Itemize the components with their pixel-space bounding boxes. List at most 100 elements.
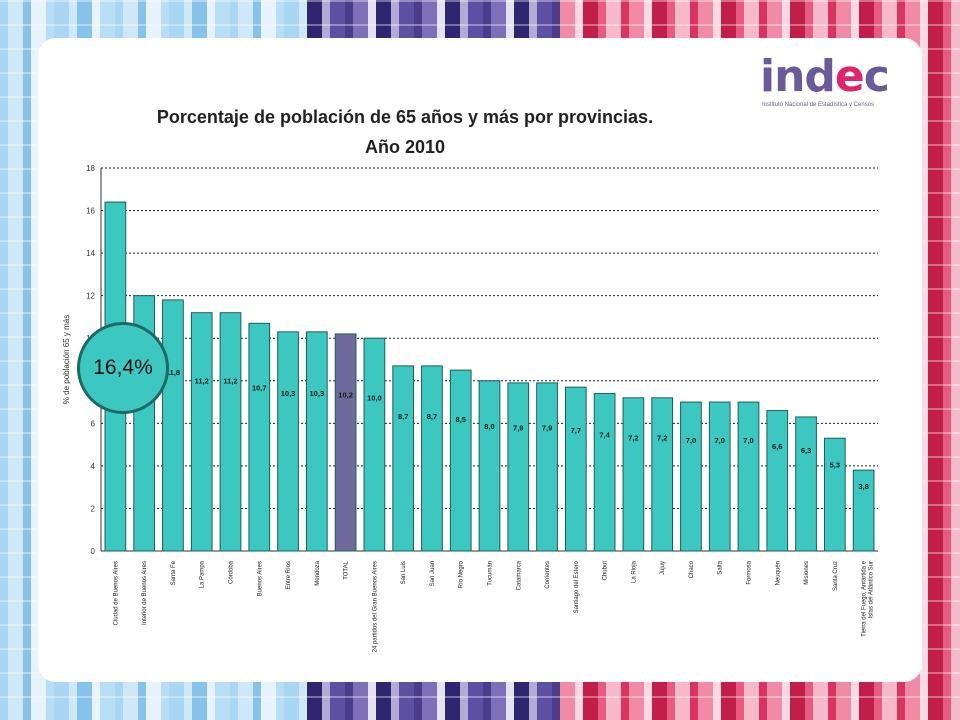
bar-data-label: 8,5 [456, 415, 466, 424]
x-tick-label: Catamarca [516, 560, 522, 590]
bar-data-label: 10,7 [252, 383, 267, 392]
stripe-gap [0, 24, 960, 26]
bar [507, 382, 530, 552]
bar [248, 322, 271, 552]
stripe-gap [0, 0, 960, 2]
bar [190, 312, 213, 552]
bar-data-label: 10,3 [281, 389, 296, 398]
logo-subtitle: Instituto Nacional de Estadística y Cens… [762, 102, 875, 108]
x-tick-label: Santiago del Estero [574, 560, 580, 613]
bar [766, 410, 789, 552]
bar [334, 333, 357, 552]
stripe [920, 0, 928, 720]
stripe [23, 0, 31, 720]
bar [363, 337, 386, 552]
x-tick-label: Buenos Aires [257, 561, 263, 596]
bar [219, 312, 242, 552]
stripe-gap [0, 696, 960, 698]
chart-title: Porcentaje de población de 65 años y más… [156, 107, 654, 127]
x-tick-label: Mendoza [315, 560, 321, 585]
x-tick-label: Salta [718, 560, 724, 574]
x-tick-label: 24 partidos del Gran Buenos Aires [372, 561, 378, 652]
bar-data-label: 11,2 [195, 376, 209, 385]
x-tick-label: Chaco [689, 560, 695, 578]
bar-data-label: 7,4 [599, 431, 610, 440]
x-tick-label: La Rioja [631, 560, 637, 583]
bar [708, 401, 731, 552]
callout-value: 16,4% [93, 356, 153, 379]
bar-data-label: 7,0 [743, 436, 753, 445]
bar-data-label: 8,0 [484, 422, 494, 431]
bar-data-label: 7,0 [715, 436, 725, 445]
x-tick-label: Chubut [603, 561, 609, 581]
stripe [0, 0, 8, 720]
bar [449, 369, 472, 552]
x-tick-label: Tucumán [488, 561, 494, 586]
x-tick-label: San Juan [430, 561, 436, 586]
x-tick-label: Córdoba [229, 560, 235, 584]
bar [651, 397, 674, 552]
bar [478, 380, 501, 552]
x-tick-label: Ciudad de Buenos Aires [113, 561, 119, 625]
bar-data-label: 6,3 [801, 446, 811, 455]
x-tick-label: San Luis [401, 561, 407, 584]
x-tick-label: Interior de Buenos Aires [142, 561, 148, 625]
bar-data-label: 6,6 [772, 442, 782, 451]
bar [392, 365, 415, 552]
x-tick-label: Jujuy [660, 561, 666, 575]
y-tick-label: 0 [91, 547, 96, 556]
y-tick-label: 6 [91, 419, 96, 428]
bar-data-label: 10,2 [338, 391, 353, 400]
stripe [951, 0, 960, 720]
x-tick-label-line: Tierra del Fuego, Antártida e [862, 560, 868, 636]
bar [305, 331, 328, 552]
bar-data-label: 7,2 [628, 433, 638, 442]
x-tick-label-line: Islas del Atlántico Sur [869, 561, 875, 618]
stripe [8, 0, 23, 720]
y-axis-label: % de población 65 y más [62, 315, 71, 404]
y-tick-label: 2 [91, 504, 96, 513]
bar [536, 382, 558, 552]
bar-data-label: 10,0 [367, 393, 382, 402]
y-tick-label: 12 [86, 292, 95, 301]
bar [680, 401, 702, 552]
bar-data-label: 8,7 [427, 412, 437, 421]
y-tick-label: 16 [86, 207, 95, 216]
bar-data-label: 3,8 [858, 482, 868, 491]
stripe [928, 0, 943, 720]
bar [277, 331, 299, 552]
x-tick-label: Neuquén [775, 561, 781, 585]
bar [564, 386, 587, 552]
y-tick-label: 14 [86, 249, 95, 258]
highlight-callout-circle: 16,4% [77, 322, 169, 414]
x-tick-label: Tierra del Fuego, Antártida eIslas del A… [862, 560, 875, 636]
bar [852, 469, 875, 552]
chart-subtitle: Año 2010 [364, 137, 446, 157]
bar-data-label: 7,0 [686, 436, 696, 445]
bar-data-label: 11,8 [166, 368, 180, 377]
bar [823, 437, 846, 552]
chart-title-block: Porcentaje de población de 65 años y más… [80, 102, 730, 162]
bar-data-label: 7,9 [542, 423, 552, 432]
bar [622, 397, 645, 552]
x-tick-label: Misiones [804, 561, 810, 585]
bar-data-label: 8,7 [398, 412, 408, 421]
bar-data-label: 7,2 [657, 433, 667, 442]
bar-data-label: 7,7 [571, 426, 581, 435]
bar [421, 365, 443, 552]
bar [593, 393, 616, 552]
indec-logo: indec Instituto Nacional de Estadística … [760, 52, 900, 118]
x-tick-label: Entre Ríos [286, 561, 292, 589]
bar-data-label: 5,3 [830, 460, 840, 469]
y-tick-label: 4 [91, 462, 96, 471]
bar-data-label: 10,3 [310, 389, 325, 398]
bar [737, 401, 760, 552]
x-tick-label: Santa Fe [171, 560, 177, 585]
x-tick-label: Río Negro [459, 560, 465, 588]
bar-data-label: 7,9 [513, 423, 523, 432]
x-tick-label: La Pampa [200, 560, 206, 588]
logo-wordmark: indec [760, 51, 890, 102]
bar [795, 416, 817, 552]
x-tick-label: Formosa [747, 560, 753, 584]
